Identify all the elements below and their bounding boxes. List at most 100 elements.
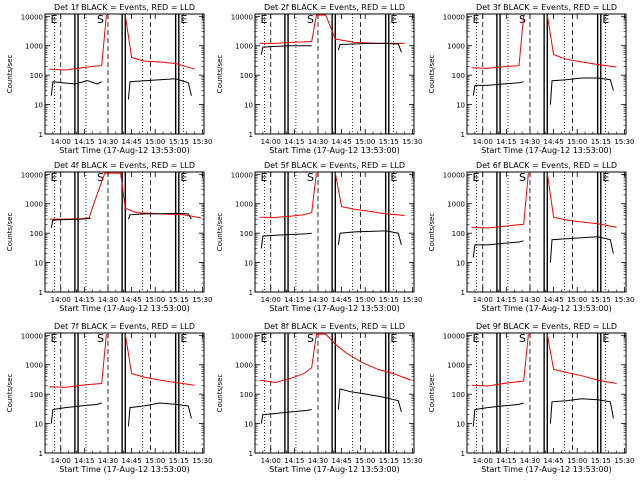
lld-series-line bbox=[124, 334, 195, 386]
y-tick-label: 10000 bbox=[231, 171, 253, 179]
y-tick-label: 1000 bbox=[235, 43, 253, 51]
x-axis-label: Start Time (17-Aug-12 13:53:00) bbox=[59, 146, 190, 155]
events-series-line bbox=[472, 81, 524, 96]
x-tick-label: 14:15 bbox=[496, 296, 516, 304]
y-axis-label: Counts/sec bbox=[6, 374, 14, 413]
x-axis-label: Start Time (17-Aug-12 13:53:00) bbox=[481, 465, 612, 474]
plot-frame bbox=[466, 332, 627, 454]
x-axis-label: Start Time (17-Aug-12 13:53:00) bbox=[481, 146, 612, 155]
detector-panel-9: Det 9f BLACK = Events, RED = LLD Start Ti… bbox=[428, 322, 635, 474]
lld-series-line bbox=[471, 173, 529, 229]
events-series-line bbox=[50, 217, 91, 229]
marker-letter: E bbox=[180, 332, 187, 345]
plot-frame bbox=[254, 171, 415, 293]
marker-letter: E bbox=[261, 13, 268, 26]
x-tick-label: 14:00 bbox=[51, 138, 71, 146]
x-tick-label: 14:45 bbox=[543, 138, 563, 146]
x-tick-label: 14:00 bbox=[473, 138, 493, 146]
x-tick-label: 15:30 bbox=[192, 138, 212, 146]
lld-series-line bbox=[49, 15, 107, 71]
x-tick-label: 14:15 bbox=[74, 457, 94, 465]
x-tick-label: 14:30 bbox=[98, 296, 118, 304]
x-tick-label: 14:30 bbox=[308, 138, 328, 146]
events-series-line bbox=[549, 236, 614, 263]
x-tick-label: 15:30 bbox=[614, 296, 634, 304]
y-tick-label: 100 bbox=[240, 391, 253, 399]
events-series-line bbox=[50, 402, 102, 424]
y-tick-label: 1000 bbox=[447, 201, 465, 209]
marker-letter: E bbox=[390, 13, 397, 26]
y-tick-label: 1000 bbox=[25, 201, 43, 209]
x-tick-label: 15:00 bbox=[145, 296, 165, 304]
x-tick-label: 15:00 bbox=[355, 457, 375, 465]
y-tick-label: 10000 bbox=[231, 332, 253, 340]
marker-letter: E bbox=[390, 171, 397, 184]
x-tick-label: 15:30 bbox=[614, 457, 634, 465]
x-tick-label: 14:15 bbox=[74, 296, 94, 304]
x-tick-label: 14:15 bbox=[284, 138, 304, 146]
x-tick-label: 15:00 bbox=[355, 296, 375, 304]
lld-series-line bbox=[471, 15, 525, 69]
x-tick-label: 14:15 bbox=[496, 457, 516, 465]
y-tick-label: 1 bbox=[249, 450, 253, 458]
detector-panel-7: Det 7f BLACK = Events, RED = LLD Start Ti… bbox=[6, 322, 213, 474]
y-tick-label: 10000 bbox=[443, 332, 465, 340]
x-tick-label: 14:30 bbox=[98, 138, 118, 146]
marker-letter: E bbox=[473, 332, 480, 345]
x-tick-label: 14:45 bbox=[121, 138, 141, 146]
y-tick-label: 100 bbox=[452, 230, 465, 238]
lld-series-line bbox=[259, 333, 412, 384]
plot-frame bbox=[466, 13, 627, 135]
y-tick-label: 10000 bbox=[21, 171, 43, 179]
x-tick-label: 14:00 bbox=[51, 296, 71, 304]
y-tick-label: 10000 bbox=[443, 171, 465, 179]
y-axis-label: Counts/sec bbox=[6, 55, 14, 94]
x-tick-label: 15:30 bbox=[402, 296, 422, 304]
y-tick-label: 10 bbox=[244, 102, 253, 110]
y-tick-label: 1 bbox=[39, 289, 43, 297]
lld-series-line bbox=[546, 15, 617, 68]
x-tick-label: 14:30 bbox=[520, 457, 540, 465]
y-tick-label: 100 bbox=[30, 230, 43, 238]
x-tick-label: 14:45 bbox=[331, 296, 351, 304]
lld-series-line bbox=[259, 14, 405, 44]
marker-letter: S bbox=[519, 171, 526, 184]
x-tick-label: 14:30 bbox=[308, 457, 328, 465]
panel-title: Det 2f BLACK = Events, RED = LLD bbox=[264, 3, 405, 12]
y-axis-label: Counts/sec bbox=[428, 55, 436, 94]
x-tick-label: 15:00 bbox=[567, 296, 587, 304]
y-tick-label: 10 bbox=[244, 260, 253, 268]
x-tick-label: 14:30 bbox=[308, 296, 328, 304]
detector-panel-2: Det 2f BLACK = Events, RED = LLD Start Ti… bbox=[216, 3, 423, 155]
x-axis-label: Start Time (17-Aug-12 13:53:00) bbox=[59, 304, 190, 313]
plot-frame bbox=[254, 13, 415, 135]
y-tick-label: 1 bbox=[39, 131, 43, 139]
x-axis-label: Start Time (17-Aug-12 13:53:00) bbox=[481, 304, 612, 313]
events-series-line bbox=[337, 42, 402, 53]
x-tick-label: 14:00 bbox=[261, 138, 281, 146]
y-tick-label: 1 bbox=[461, 450, 465, 458]
detector-panel-3: Det 3f BLACK = Events, RED = LLD Start Ti… bbox=[428, 3, 635, 155]
plot-frame bbox=[44, 332, 205, 454]
marker-letter: S bbox=[97, 171, 104, 184]
x-tick-label: 15:00 bbox=[145, 138, 165, 146]
x-tick-label: 14:30 bbox=[520, 296, 540, 304]
marker-letter: E bbox=[180, 13, 187, 26]
x-tick-label: 14:15 bbox=[496, 138, 516, 146]
detector-panel-6: Det 6f BLACK = Events, RED = LLD Start Ti… bbox=[428, 161, 635, 313]
y-tick-label: 10 bbox=[34, 421, 43, 429]
x-tick-label: 15:30 bbox=[402, 138, 422, 146]
marker-letter: E bbox=[473, 13, 480, 26]
marker-letter: E bbox=[51, 13, 58, 26]
x-axis-label: Start Time (17-Aug-12 13:53:00) bbox=[269, 465, 400, 474]
x-tick-label: 14:15 bbox=[284, 457, 304, 465]
panel-title: Det 9f BLACK = Events, RED = LLD bbox=[476, 322, 617, 331]
x-tick-label: 14:45 bbox=[331, 138, 351, 146]
events-series-line bbox=[127, 78, 192, 100]
panel-title: Det 7f BLACK = Events, RED = LLD bbox=[54, 322, 195, 331]
detector-panel-4: Det 4f BLACK = Events, RED = LLD Start Ti… bbox=[6, 161, 213, 313]
marker-letter: E bbox=[261, 332, 268, 345]
plot-frame bbox=[466, 171, 627, 293]
y-tick-label: 1 bbox=[249, 131, 253, 139]
y-tick-label: 1000 bbox=[447, 362, 465, 370]
